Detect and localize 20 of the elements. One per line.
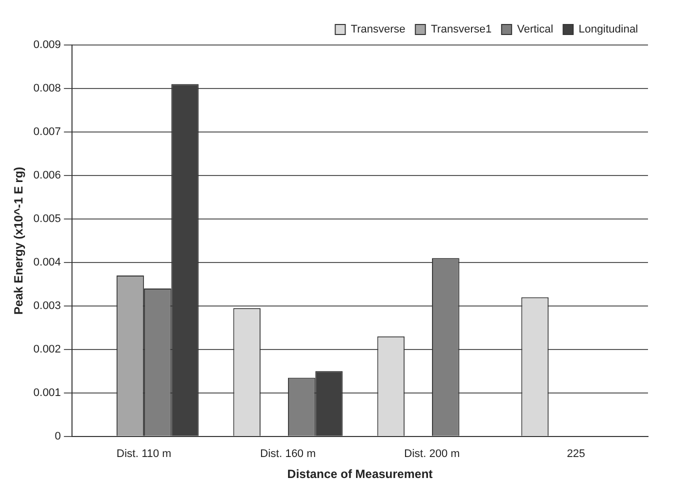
x-tick-label: Dist. 110 m bbox=[116, 448, 172, 460]
x-tick-label: Dist. 200 m bbox=[404, 448, 460, 460]
y-tick-label: 0 bbox=[54, 430, 61, 442]
legend-label: Vertical bbox=[517, 24, 554, 36]
y-tick-label: 0.006 bbox=[33, 170, 61, 182]
legend-label: Longitudinal bbox=[578, 24, 638, 36]
legend-label: Transverse bbox=[350, 24, 406, 36]
y-tick-label: 0.005 bbox=[33, 212, 61, 225]
y-tick-label: 0.007 bbox=[33, 126, 61, 138]
y-axis-title: Peak Energy (x10^-1 E rg) bbox=[12, 166, 26, 315]
y-tick-label: 0.009 bbox=[33, 39, 61, 52]
legend-label: Transverse1 bbox=[430, 24, 492, 36]
x-tick-label: Dist. 160 m bbox=[260, 448, 316, 460]
y-tick-label: 0.008 bbox=[33, 82, 61, 95]
x-axis-title: Distance of Measurement bbox=[287, 467, 433, 482]
y-tick-label: 0.002 bbox=[33, 343, 61, 356]
y-tick-label: 0.001 bbox=[33, 386, 61, 399]
x-tick-label: 225 bbox=[566, 448, 586, 460]
y-tick-label: 0.004 bbox=[33, 256, 61, 268]
y-tick-label: 0.003 bbox=[33, 300, 61, 312]
